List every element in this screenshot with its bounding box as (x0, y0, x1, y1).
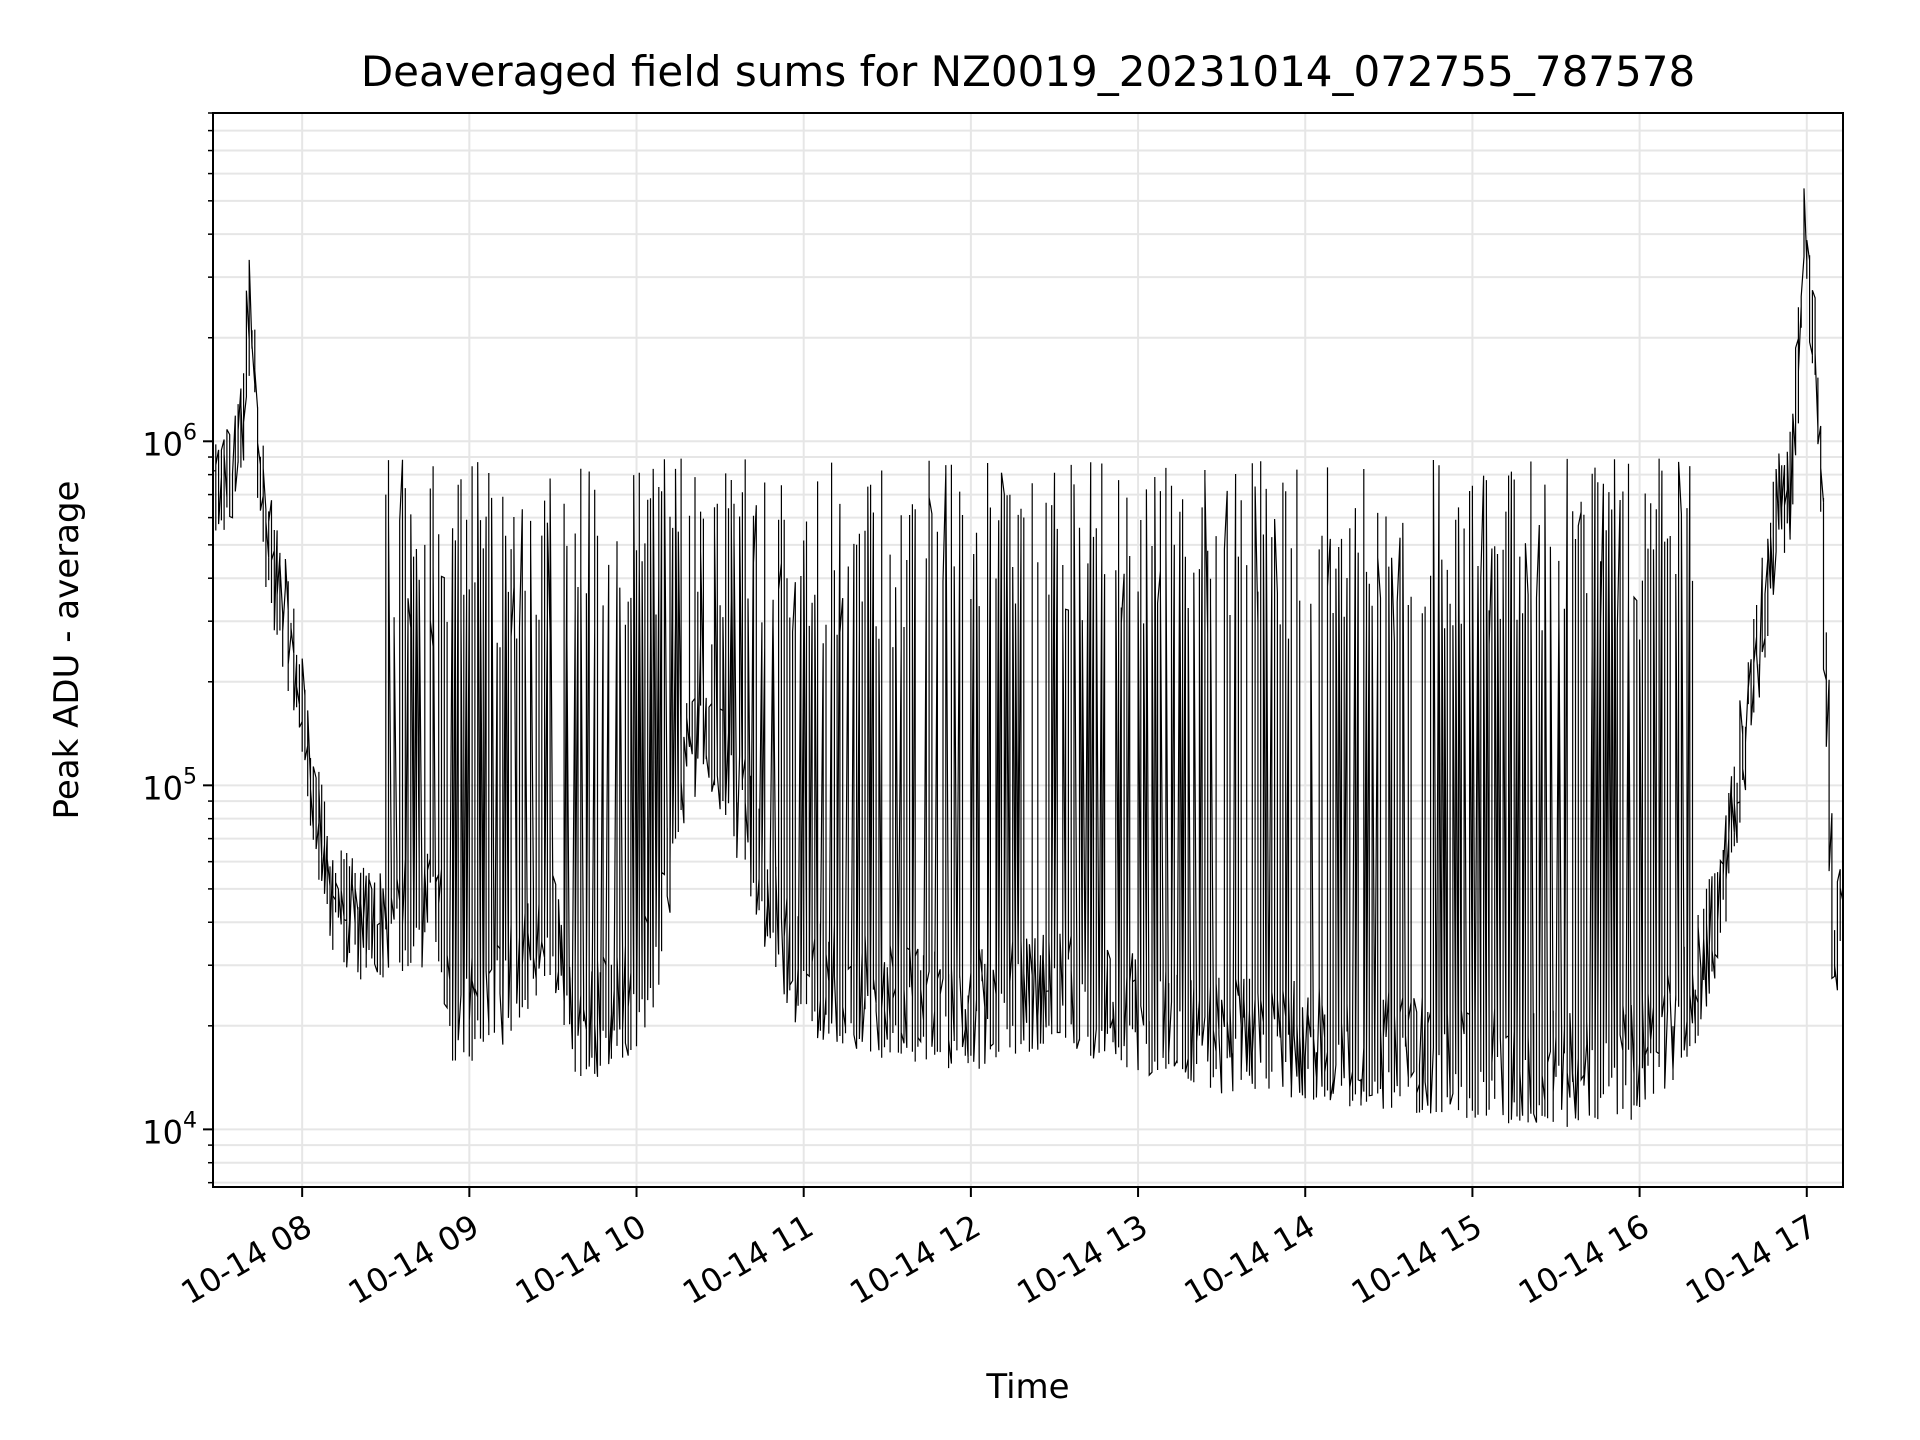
data-line (212, 188, 1844, 1127)
data-line-group (212, 188, 1844, 1127)
y-axis-label: Peak ADU - average (47, 481, 87, 820)
y-tick-label: 106 (142, 420, 197, 463)
chart-title: Deaveraged field sums for NZ0019_2023101… (361, 47, 1695, 96)
y-tick-label: 105 (142, 764, 197, 807)
y-tick-label: 104 (142, 1108, 197, 1151)
y-axis-ticks: 104 105 106 (142, 112, 213, 1184)
x-axis-label: Time (985, 1367, 1069, 1407)
plot-frame (212, 112, 1844, 1188)
